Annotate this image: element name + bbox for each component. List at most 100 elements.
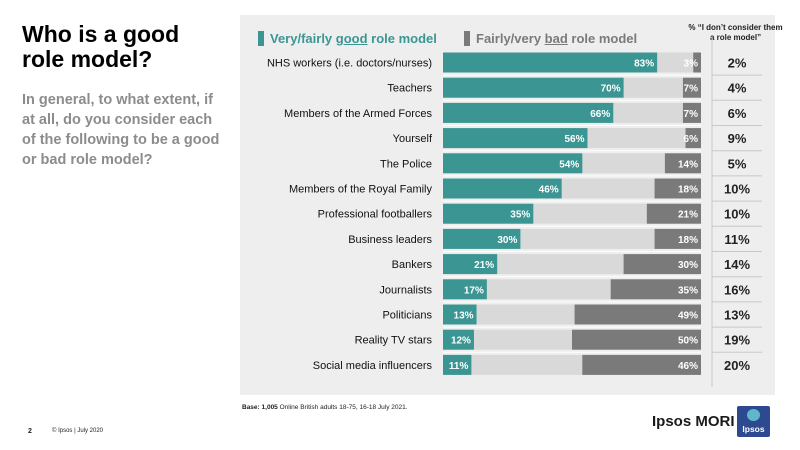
bar-good [443, 153, 583, 174]
category-label: Reality TV stars [355, 335, 433, 347]
no-role-model-value: 11% [724, 232, 750, 247]
bad-value-label: 14% [678, 159, 698, 170]
bad-value-label: 6% [684, 134, 699, 145]
good-value-label: 35% [510, 210, 530, 221]
bad-value-label: 30% [678, 260, 698, 271]
category-label: Bankers [392, 259, 433, 271]
good-value-label: 56% [564, 134, 584, 145]
category-label: Professional footballers [318, 209, 433, 221]
bar-good [443, 203, 534, 224]
bad-value-label: 49% [678, 311, 698, 322]
bar-bad [654, 228, 701, 249]
bar-good [443, 77, 624, 98]
good-value-label: 46% [539, 185, 559, 196]
bad-value-label: 50% [678, 336, 698, 347]
bad-value-label: 35% [678, 285, 698, 296]
legend-good-suffix: role model [367, 31, 437, 46]
good-value-label: 70% [601, 84, 621, 95]
bar-bad [693, 52, 701, 73]
category-label: Business leaders [348, 234, 432, 246]
base-count: 1,005 [261, 404, 278, 411]
category-label: Journalists [379, 284, 432, 296]
good-value-label: 13% [454, 311, 474, 322]
no-role-model-value: 9% [728, 131, 747, 146]
no-role-model-value: 10% [724, 207, 750, 222]
category-label: Members of the Armed Forces [284, 108, 432, 120]
base-text: Online British adults 18-75, 16-18 July … [279, 404, 408, 411]
legend-good: Very/fairly good role model [258, 31, 437, 46]
bad-value-label: 18% [678, 235, 698, 246]
legend-good-emph: good [335, 31, 368, 46]
bad-value-label: 3% [684, 59, 699, 70]
good-value-label: 11% [449, 361, 469, 372]
base-label: Base: [242, 404, 260, 411]
logo-text: Ipsos [742, 424, 765, 434]
bad-value-label: 7% [684, 84, 699, 95]
good-value-label: 12% [451, 336, 471, 347]
bar-bad [623, 254, 701, 275]
no-role-model-value: 10% [724, 182, 750, 197]
bad-value-label: 21% [678, 210, 698, 221]
bar-bad [654, 178, 701, 199]
no-role-model-value: 20% [724, 358, 750, 373]
base-note: Base: 1,005 Online British adults 18-75,… [242, 404, 408, 411]
ipsos-logo: Ipsos [737, 406, 770, 437]
no-role-model-value: 16% [724, 282, 750, 297]
bar-good [443, 279, 487, 300]
column-header: % “I don’t consider them a role model” [688, 23, 783, 42]
no-role-model-value: 6% [728, 106, 747, 121]
legend-bad-prefix: Fairly/very [476, 31, 545, 46]
bar-bad [610, 279, 701, 300]
bar-good [443, 52, 658, 73]
bar-bad [582, 354, 701, 375]
bar-bad [682, 77, 701, 98]
category-label: Politicians [382, 310, 432, 322]
page-title: Who is a good role model? [22, 21, 180, 72]
legend-bad: Fairly/very bad role model [464, 31, 637, 46]
category-label: Teachers [387, 83, 432, 95]
bar-good [443, 254, 498, 275]
question-text: In general, to what extent, if at all, d… [22, 92, 220, 168]
good-value-label: 30% [497, 235, 517, 246]
bar-bad [664, 153, 701, 174]
good-value-label: 54% [559, 159, 579, 170]
stacked-bar-chart: NHS workers (i.e. doctors/nurses) 83% 3% 2%… [267, 37, 762, 387]
bar-good [443, 178, 562, 199]
no-role-model-value: 4% [728, 81, 747, 96]
bar-good [443, 354, 472, 375]
category-label: The Police [380, 158, 432, 170]
bar-bad [574, 304, 701, 325]
no-role-model-value: 19% [724, 333, 750, 348]
legend-bad-emph: bad [544, 31, 568, 46]
category-label: NHS workers (i.e. doctors/nurses) [267, 58, 432, 70]
good-value-label: 66% [590, 109, 610, 120]
bad-value-label: 18% [678, 185, 698, 196]
bar-bad [685, 128, 701, 149]
copyright: © Ipsos | July 2020 [52, 428, 104, 434]
bar-good [443, 228, 521, 249]
category-label: Yourself [393, 133, 433, 145]
no-role-model-value: 5% [728, 156, 747, 171]
bad-value-label: 7% [684, 109, 699, 120]
bar-bad [572, 329, 701, 350]
good-value-label: 21% [474, 260, 494, 271]
no-role-model-value: 14% [724, 257, 750, 272]
no-role-model-value: 13% [724, 308, 750, 323]
bar-bad [682, 102, 701, 123]
good-value-label: 83% [634, 59, 654, 70]
bar-bad [646, 203, 701, 224]
bar-good [443, 128, 588, 149]
logo-mark-icon [747, 409, 760, 421]
page-number: 2 [28, 428, 32, 435]
bad-value-label: 46% [678, 361, 698, 372]
brand-name: Ipsos MORI [652, 413, 735, 430]
no-role-model-value: 2% [728, 56, 747, 71]
bar-good [443, 329, 474, 350]
good-value-label: 17% [464, 285, 484, 296]
category-label: Social media influencers [313, 360, 433, 372]
bar-good [443, 304, 477, 325]
bar-good [443, 102, 614, 123]
legend-good-prefix: Very/fairly [270, 31, 336, 46]
legend-bad-suffix: role model [567, 31, 638, 46]
category-label: Members of the Royal Family [289, 184, 433, 196]
